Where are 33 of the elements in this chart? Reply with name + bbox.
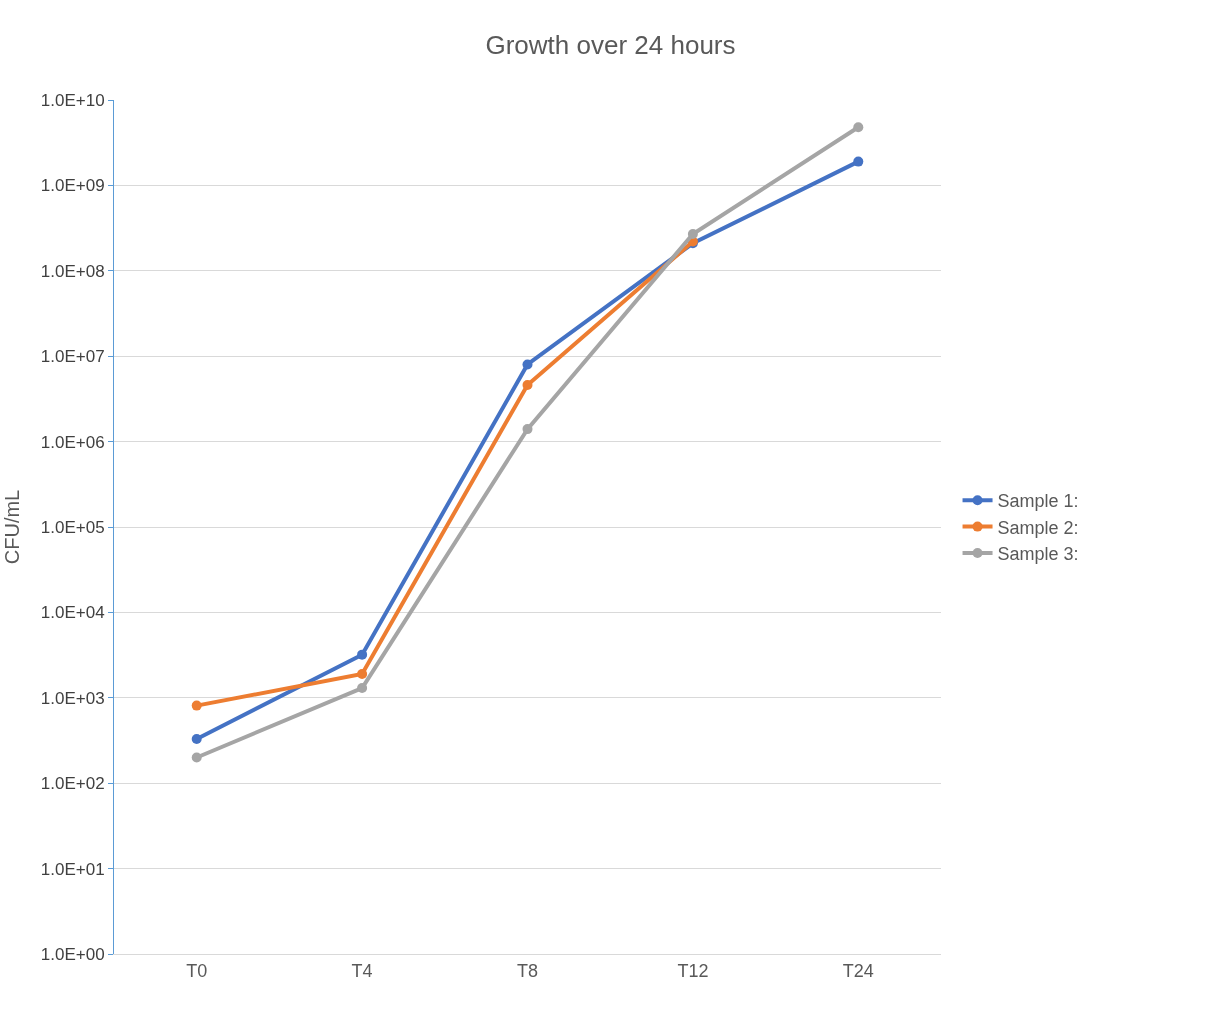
- point: [522, 380, 533, 390]
- y-axis-title: CFU/mL: [1, 489, 24, 565]
- point: [853, 122, 864, 133]
- y-tick-label: 1.0E+10: [40, 90, 105, 110]
- y-tick-label: 1.0E+09: [40, 176, 105, 196]
- chart-title: Growth over 24 hours: [485, 29, 736, 60]
- y-tick-label: 1.0E+04: [40, 603, 105, 623]
- point: [357, 683, 368, 694]
- y-tick-label: 1.0E+01: [40, 859, 105, 879]
- x-tick-label: T0: [186, 960, 208, 981]
- x-tick-label: T4: [351, 960, 373, 981]
- y-tick-label: 1.0E+05: [40, 517, 105, 537]
- y-tick-label: 1.0E+02: [40, 774, 105, 794]
- legend-label: Sample 3:: [997, 544, 1079, 565]
- legend-label: Sample 2:: [997, 517, 1079, 538]
- point: [191, 700, 202, 711]
- x-tick-label: T8: [516, 960, 539, 981]
- point: [522, 359, 533, 370]
- point: [522, 424, 533, 435]
- point: [853, 156, 864, 167]
- point: [191, 733, 202, 744]
- point: [687, 228, 698, 239]
- y-tick-label: 1.0E+03: [40, 688, 105, 708]
- y-tick-label: 1.0E+06: [40, 432, 105, 452]
- y-tick-label: 1.0E+07: [40, 347, 105, 367]
- point: [357, 668, 368, 679]
- legend-label: Sample 1:: [997, 491, 1079, 512]
- point: [357, 649, 368, 660]
- x-tick-label: T24: [842, 960, 874, 981]
- y-tick-label: 1.0E+00: [40, 944, 105, 964]
- x-tick-label: T12: [677, 960, 709, 981]
- y-tick-label: 1.0E+08: [40, 261, 105, 281]
- point: [191, 752, 202, 763]
